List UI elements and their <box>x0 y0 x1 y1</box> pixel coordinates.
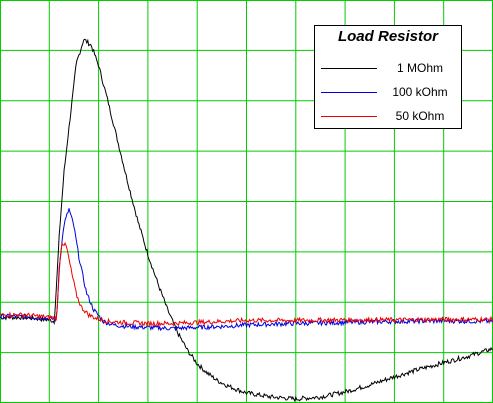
legend-label-3: 50 kOhm <box>395 109 445 123</box>
legend-item-2: 100 kOhm <box>315 84 461 100</box>
legend-label-2: 100 kOhm <box>392 85 448 99</box>
legend-swatch-3 <box>321 116 377 117</box>
legend-swatch-1 <box>321 68 377 69</box>
trace-1-mohm <box>0 38 493 403</box>
legend: Load Resistor 1 MOhm 100 kOhm 50 kOhm <box>314 25 462 129</box>
legend-title: Load Resistor <box>337 28 439 45</box>
legend-label-1: 1 MOhm <box>396 61 443 75</box>
legend-swatch-2 <box>321 92 377 93</box>
trace-50-kohm <box>0 241 493 328</box>
legend-item-3: 50 kOhm <box>315 108 461 124</box>
legend-item-1: 1 MOhm <box>315 60 461 76</box>
data-traces <box>0 38 493 403</box>
